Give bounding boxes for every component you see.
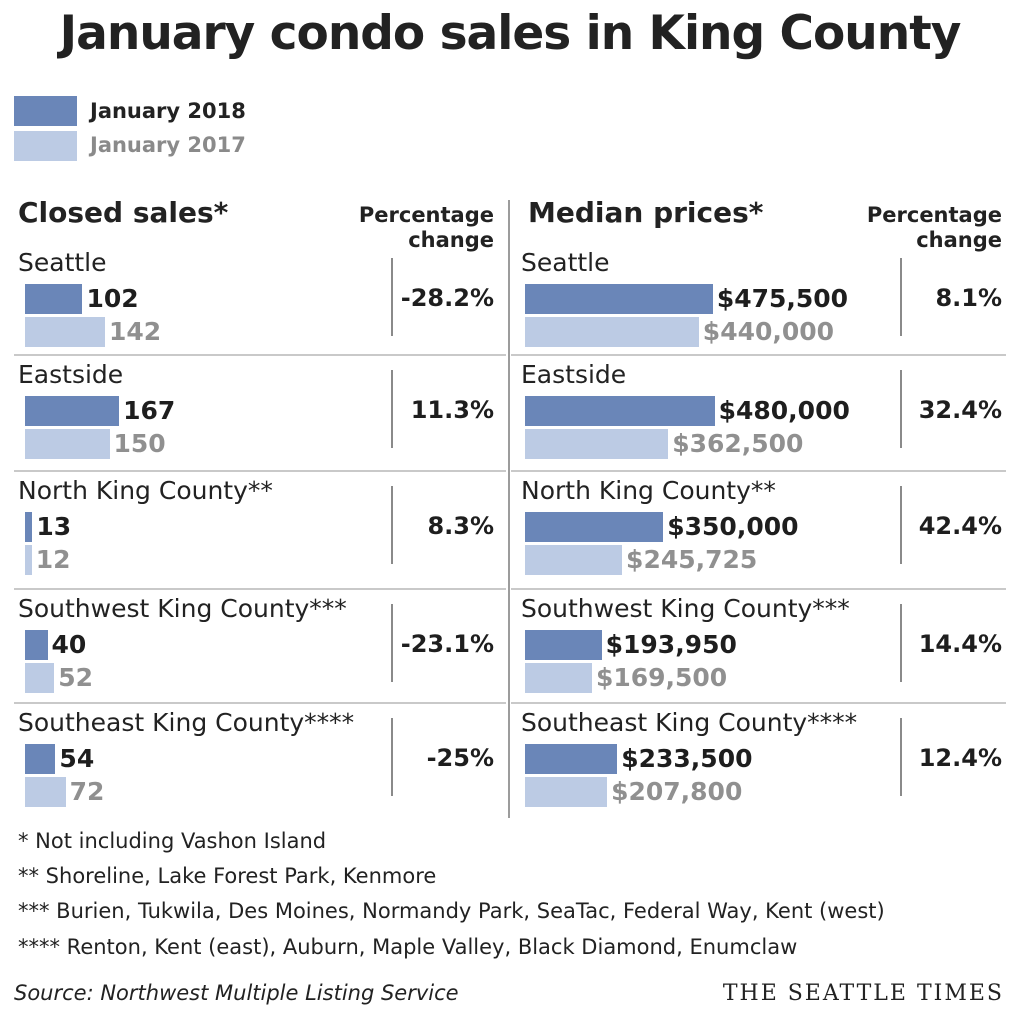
median-price-label-eastside: Eastside [521,360,627,389]
median-price-value-2018-seattle: $475,500 [716,284,849,313]
footnote-3: *** Burien, Tukwila, Des Moines, Normand… [18,899,885,923]
row-separator-right [511,702,1006,704]
closed-sales-label-southeast-king: Southeast King County**** [18,708,355,737]
median-price-value-2018-southwest-king: $193,950 [605,630,737,659]
median-price-pct-rule-southwest-king [900,604,902,682]
median-price-value-2017-southwest-king: $169,500 [595,663,728,692]
median-price-label-southwest-king: Southwest King County*** [521,594,850,623]
median-price-pct-rule-north-king [900,486,902,564]
closed-sales-bar-2018-seattle [25,284,83,314]
median-price-pct-change-seattle: 8.1% [935,284,1002,312]
median-price-pct-change-eastside: 32.4% [918,396,1002,424]
row-separator-right [511,470,1006,472]
closed-sales-bar-2018-southeast-king [25,744,56,774]
row-separator-right [511,588,1006,590]
median-price-pct-rule-eastside [900,370,902,448]
footnote-4: **** Renton, Kent (east), Auburn, Maple … [18,935,798,959]
closed-sales-pct-rule-seattle [391,258,393,336]
closed-sales-label-eastside: Eastside [18,360,124,389]
closed-sales-bar-2017-eastside [25,429,110,459]
closed-sales-bar-2017-southeast-king [25,777,66,807]
closed-sales-pct-rule-eastside [391,370,393,448]
median-price-value-2018-southeast-king: $233,500 [621,744,753,773]
median-price-pct-change-southeast-king: 12.4% [918,744,1002,772]
closed-sales-pct-change-southwest-king: -23.1% [400,630,494,658]
closed-sales-heading: Closed sales* [18,196,229,229]
closed-sales-bar-2018-north-king [25,512,33,542]
publisher-logo: THE SEATTLE TIMES [722,981,1004,1006]
closed-sales-pct-heading: Percentage change [358,203,494,252]
closed-sales-bar-2017-southwest-king [25,663,55,693]
median-price-value-2018-eastside: $480,000 [718,396,850,425]
closed-sales-value-2018-eastside: 167 [123,396,176,425]
median-price-pct-rule-southeast-king [900,718,902,796]
closed-sales-value-2018-southeast-king: 54 [59,744,95,773]
footnote-2: ** Shoreline, Lake Forest Park, Kenmore [18,864,437,888]
closed-sales-value-2018-southwest-king: 40 [51,630,87,659]
chart-title: January condo sales in King County [59,6,962,61]
median-prices-pct-heading: Percentage change [866,203,1002,252]
median-price-value-2017-north-king: $245,725 [626,545,758,574]
closed-sales-label-seattle: Seattle [18,248,107,277]
median-price-value-2018-north-king: $350,000 [667,512,799,541]
median-price-bar-2018-southeast-king [525,744,618,774]
legend-swatch-2017 [14,131,77,161]
closed-sales-value-2018-seattle: 102 [86,284,139,313]
median-price-value-2017-southeast-king: $207,800 [611,777,743,806]
closed-sales-value-2017-eastside: 150 [113,429,166,458]
row-separator-right [511,354,1006,356]
closed-sales-label-north-king: North King County** [18,476,273,505]
closed-sales-pct-change-southeast-king: -25% [426,744,494,772]
row-separator-left [14,354,506,356]
median-price-value-2017-seattle: $440,000 [702,317,835,346]
closed-sales-value-2017-southwest-king: 52 [58,663,94,692]
median-price-pct-change-southwest-king: 14.4% [918,630,1002,658]
median-price-label-seattle: Seattle [521,248,610,277]
closed-sales-pct-rule-north-king [391,486,393,564]
closed-sales-value-2018-north-king: 13 [36,512,72,541]
closed-sales-pct-change-north-king: 8.3% [427,512,494,540]
median-price-bar-2017-eastside [525,429,669,459]
closed-sales-pct-rule-southeast-king [391,718,393,796]
median-price-bar-2018-north-king [525,512,664,542]
median-price-bar-2017-southwest-king [525,663,592,693]
row-separator-left [14,702,506,704]
closed-sales-bar-2018-eastside [25,396,120,426]
median-price-bar-2017-southeast-king [525,777,608,807]
closed-sales-bar-2018-southwest-king [25,630,48,660]
closed-sales-label-southwest-king: Southwest King County*** [18,594,347,623]
closed-sales-bar-2017-north-king [25,545,32,575]
median-prices-heading: Median prices* [528,196,764,229]
median-price-label-southeast-king: Southeast King County**** [521,708,858,737]
row-separator-left [14,470,506,472]
median-price-bar-2018-seattle [525,284,713,314]
legend-label-2017: January 2017 [90,133,246,157]
closed-sales-value-2017-southeast-king: 72 [69,777,105,806]
median-price-label-north-king: North King County** [521,476,776,505]
closed-sales-pct-change-seattle: -28.2% [400,284,494,312]
median-price-bar-2018-eastside [525,396,715,426]
closed-sales-bar-2017-seattle [25,317,105,347]
median-price-bar-2017-seattle [525,317,699,347]
median-price-pct-change-north-king: 42.4% [918,512,1002,540]
row-separator-left [14,588,506,590]
legend-label-2018: January 2018 [90,99,246,123]
footnote-1: * Not including Vashon Island [18,829,327,853]
closed-sales-pct-change-eastside: 11.3% [410,396,494,424]
closed-sales-pct-rule-southwest-king [391,604,393,682]
median-price-bar-2018-southwest-king [525,630,602,660]
source-note: Source: Northwest Multiple Listing Servi… [14,981,459,1005]
panel-divider [508,200,510,818]
median-price-bar-2017-north-king [525,545,623,575]
closed-sales-value-2017-north-king: 12 [35,545,71,574]
median-price-pct-rule-seattle [900,258,902,336]
median-price-value-2017-eastside: $362,500 [672,429,804,458]
legend-swatch-2018 [14,96,77,126]
closed-sales-value-2017-seattle: 142 [109,317,162,346]
